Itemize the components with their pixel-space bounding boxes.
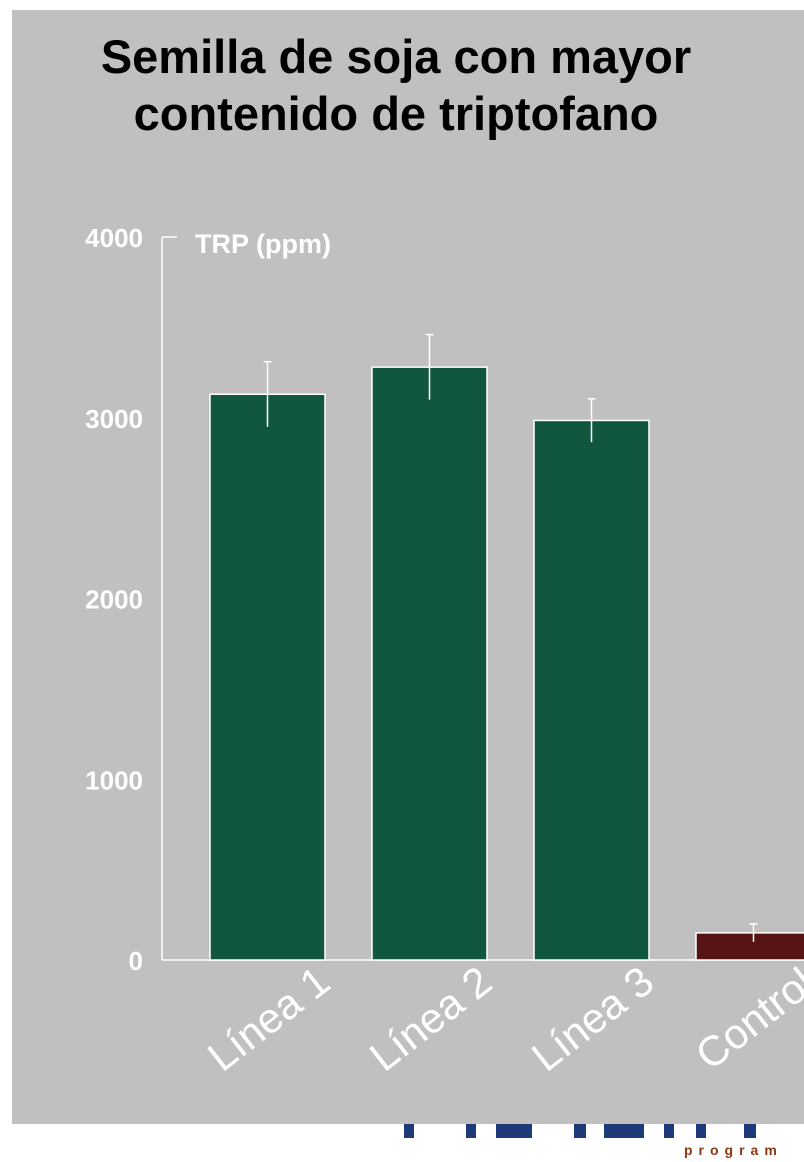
bar	[371, 366, 488, 961]
y-tick-label: 4000	[85, 223, 143, 253]
y-axis-label: TRP (ppm)	[195, 229, 331, 259]
error-bars-layer	[263, 333, 758, 942]
chart-title-line-1: Semilla de soja con mayor	[100, 30, 692, 83]
chart-title: Semilla de soja con mayor contenido de t…	[0, 28, 792, 142]
bar	[695, 932, 804, 961]
y-tick-label: 3000	[85, 404, 143, 434]
bars-layer	[209, 366, 804, 961]
footer-program-text: program	[684, 1142, 783, 1158]
y-tick-label: 0	[129, 946, 143, 976]
y-tick-label: 1000	[85, 765, 143, 795]
chart-title-line-2: contenido de triptofano	[133, 87, 659, 140]
bar	[209, 393, 326, 961]
y-tick-label: 2000	[85, 585, 143, 615]
